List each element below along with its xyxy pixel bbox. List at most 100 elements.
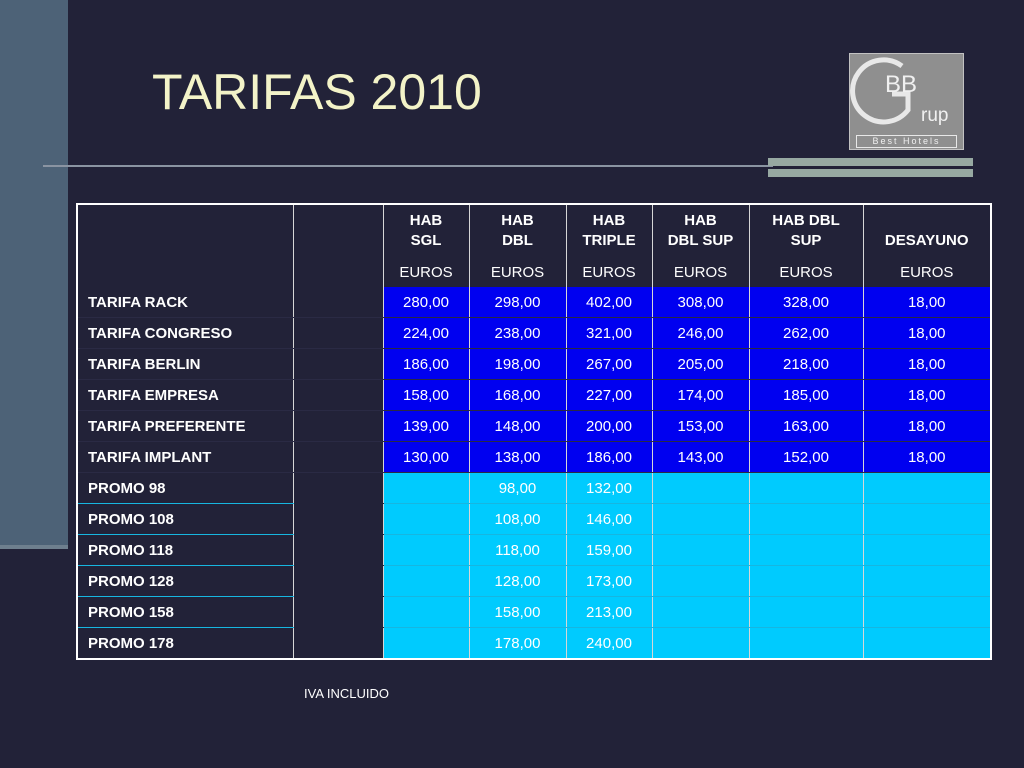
empty-cell — [292, 410, 383, 442]
price-cell: 185,00 — [748, 379, 863, 411]
column-header: HAB DBL SUP — [748, 204, 863, 257]
price-cell — [862, 565, 991, 597]
price-cell: 178,00 — [468, 627, 566, 660]
price-cell: 213,00 — [565, 596, 652, 628]
units-row: EUROS EUROS EUROS EUROS EUROS EUROS — [77, 257, 991, 287]
column-header-line1: HAB DBL — [772, 212, 840, 229]
column-header: HAB DBL — [468, 204, 566, 257]
price-cell: 280,00 — [382, 287, 469, 318]
iva-footnote: IVA INCLUIDO — [304, 686, 390, 701]
slide-title: TARIFAS 2010 — [152, 64, 482, 120]
price-cell: 18,00 — [862, 287, 991, 318]
price-cell: 267,00 — [565, 348, 652, 380]
price-cell — [651, 627, 749, 660]
price-cell: 130,00 — [382, 441, 469, 473]
column-header-line1: HAB — [501, 212, 534, 229]
price-cell: 308,00 — [651, 287, 749, 318]
logo-rup-text: rup — [921, 105, 948, 126]
price-cell: 158,00 — [468, 596, 566, 628]
empty-cell — [292, 287, 383, 318]
logo-bb-text: BB — [885, 71, 917, 98]
column-header-line2: DBL — [502, 232, 533, 249]
table-row: TARIFA BERLIN 186,00 198,00 267,00 205,00 218… — [77, 348, 991, 380]
bb-grup-logo: BB rup Best Hotels — [849, 53, 964, 150]
empty-cell — [292, 596, 383, 628]
left-accent-bar-edge — [0, 545, 68, 549]
price-cell: 138,00 — [468, 441, 566, 473]
rate-name: TARIFA BERLIN — [77, 348, 293, 380]
price-cell: 173,00 — [565, 565, 652, 597]
column-header: DESAYUNO — [862, 204, 991, 257]
price-cell: 205,00 — [651, 348, 749, 380]
price-cell: 152,00 — [748, 441, 863, 473]
column-header-line1: HAB — [409, 212, 443, 229]
table-row: TARIFA CONGRESO 224,00 238,00 321,00 246,00 2… — [77, 317, 991, 349]
unit-label: EUROS — [382, 257, 469, 287]
rate-name: PROMO 108 — [77, 503, 293, 535]
price-cell — [748, 503, 863, 535]
price-cell — [862, 534, 991, 566]
table-row: PROMO 98 98,00 132,00 — [77, 472, 991, 504]
table-row: PROMO 158 158,00 213,00 — [77, 596, 991, 628]
table-row: PROMO 128 128,00 173,00 — [77, 565, 991, 597]
price-cell: 18,00 — [862, 317, 991, 349]
rate-name: PROMO 128 — [77, 565, 293, 597]
price-cell — [748, 565, 863, 597]
title-divider — [43, 165, 773, 167]
price-cell — [651, 472, 749, 504]
column-header-line2: SGL — [410, 232, 442, 249]
rate-name: TARIFA PREFERENTE — [77, 410, 293, 442]
rate-name: TARIFA CONGRESO — [77, 317, 293, 349]
price-cell: 143,00 — [651, 441, 749, 473]
price-cell: 186,00 — [382, 348, 469, 380]
price-cell: 298,00 — [468, 287, 566, 318]
price-cell — [382, 472, 469, 504]
table-row: TARIFA IMPLANT 130,00 138,00 186,00 143,00 15… — [77, 441, 991, 473]
column-header-line1 — [864, 211, 991, 231]
left-accent-bar — [0, 0, 68, 545]
price-cell — [651, 534, 749, 566]
table-row: PROMO 178 178,00 240,00 — [77, 627, 991, 660]
price-cell: 18,00 — [862, 379, 991, 411]
price-cell: 128,00 — [468, 565, 566, 597]
price-cell: 240,00 — [565, 627, 652, 660]
price-cell: 18,00 — [862, 410, 991, 442]
price-cell: 246,00 — [651, 317, 749, 349]
empty-cell — [292, 379, 383, 411]
price-cell: 224,00 — [382, 317, 469, 349]
price-cell: 153,00 — [651, 410, 749, 442]
rate-table: HAB SGL HAB DBL HAB TRIPLE HAB DBL SUP HAB DBL SU… — [76, 203, 992, 660]
price-cell: 118,00 — [468, 534, 566, 566]
price-cell — [862, 472, 991, 504]
column-header: HAB TRIPLE — [565, 204, 652, 257]
price-cell: 108,00 — [468, 503, 566, 535]
empty-cell — [292, 441, 383, 473]
price-cell: 168,00 — [468, 379, 566, 411]
price-cell: 186,00 — [565, 441, 652, 473]
price-cell — [748, 596, 863, 628]
empty-cell — [292, 534, 383, 566]
divider-accent-top — [768, 158, 973, 166]
logo-tagline: Best Hotels — [856, 135, 957, 148]
price-cell: 98,00 — [468, 472, 566, 504]
empty-cell — [292, 503, 383, 535]
column-header-line2: DBL SUP — [667, 232, 734, 249]
price-cell — [651, 565, 749, 597]
rate-name: PROMO 118 — [77, 534, 293, 566]
price-cell: 238,00 — [468, 317, 566, 349]
price-cell — [862, 503, 991, 535]
unit-label: EUROS — [748, 257, 863, 287]
empty-cell — [292, 472, 383, 504]
price-cell — [748, 627, 863, 660]
price-cell: 227,00 — [565, 379, 652, 411]
price-cell: 163,00 — [748, 410, 863, 442]
price-cell: 218,00 — [748, 348, 863, 380]
empty-cell — [292, 627, 383, 660]
price-cell: 328,00 — [748, 287, 863, 318]
price-cell — [382, 565, 469, 597]
rate-name: PROMO 178 — [77, 627, 293, 660]
price-cell: 200,00 — [565, 410, 652, 442]
price-cell: 18,00 — [862, 441, 991, 473]
price-cell: 158,00 — [382, 379, 469, 411]
empty-cell — [292, 348, 383, 380]
